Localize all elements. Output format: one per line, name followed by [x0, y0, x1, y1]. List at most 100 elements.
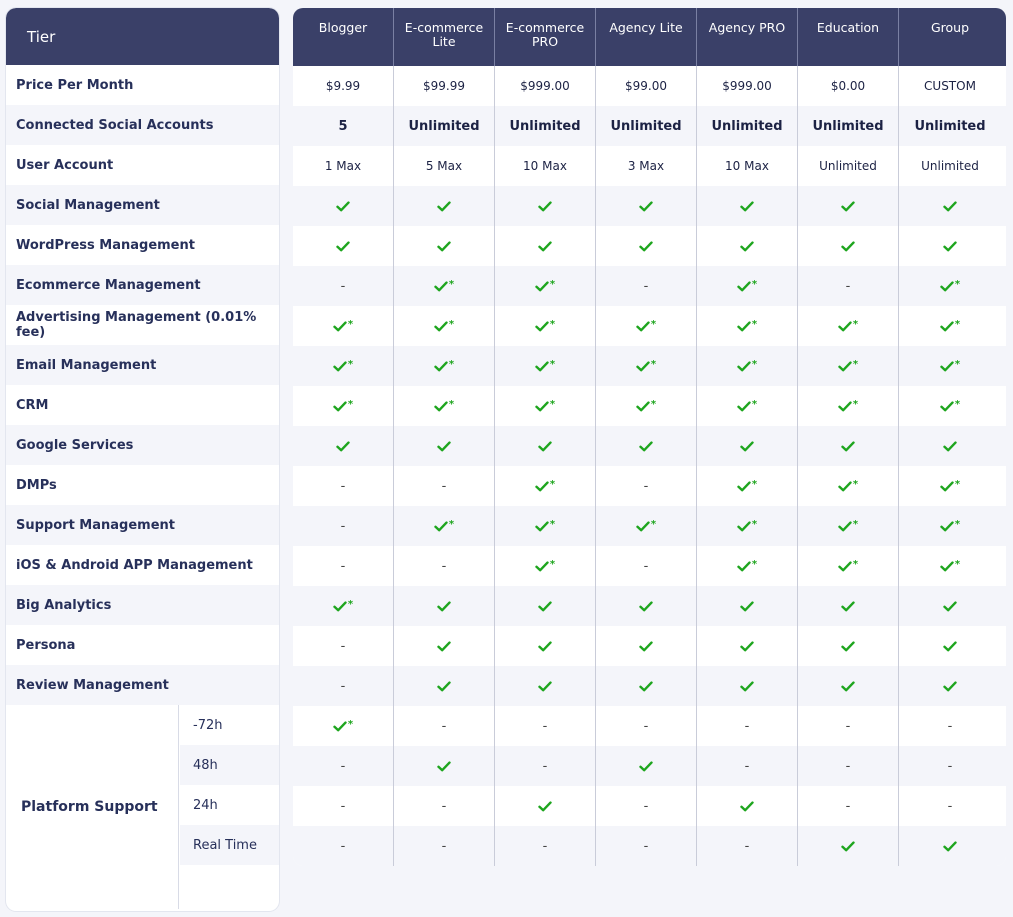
table-cell: -	[596, 466, 697, 506]
check-icon	[336, 440, 350, 452]
check-with-asterisk: *	[434, 359, 454, 372]
table-cell	[495, 586, 596, 626]
table-cell: $999.00	[697, 66, 798, 106]
check-mark	[336, 200, 350, 212]
check-with-asterisk: *	[333, 359, 353, 372]
check-with-asterisk: *	[333, 399, 353, 412]
check-icon	[841, 440, 855, 452]
table-row: 1 Max 5 Max 10 Max 3 Max 10 Max Unlimited Unli…	[293, 146, 1006, 186]
check-icon	[437, 760, 451, 772]
cell-value: Unlimited	[509, 118, 581, 134]
check-mark	[437, 680, 451, 692]
check-icon	[535, 360, 549, 372]
check-with-asterisk: *	[333, 319, 353, 332]
table-cell: *	[697, 506, 798, 546]
check-with-asterisk: *	[535, 478, 556, 492]
table-cell	[394, 226, 495, 266]
check-icon	[841, 240, 855, 252]
table-cell: *	[293, 586, 394, 626]
table-cell: *	[798, 386, 899, 426]
table-cell: *	[394, 306, 495, 346]
check-mark	[943, 680, 957, 692]
asterisk-note: *	[549, 558, 556, 570]
table-cell: *	[495, 266, 596, 306]
check-mark	[336, 440, 350, 452]
feature-label: Review Management	[6, 665, 279, 705]
asterisk-note: *	[852, 518, 859, 530]
dash-not-included: -	[340, 798, 346, 814]
check-with-asterisk: *	[940, 399, 960, 412]
check-with-asterisk: *	[737, 359, 757, 372]
table-cell: *	[293, 386, 394, 426]
column-header-label: Blogger	[318, 20, 368, 35]
check-icon	[943, 680, 957, 692]
cell-value: 10 Max	[725, 159, 769, 173]
check-with-asterisk: *	[838, 479, 858, 492]
table-cell	[899, 826, 1001, 866]
column-header: Agency Lite	[596, 8, 697, 66]
cell-value: Unlimited	[812, 118, 884, 134]
table-cell: *	[798, 546, 899, 586]
table-cell	[798, 186, 899, 226]
table-cell	[697, 626, 798, 666]
table-row: - * * - * - *	[293, 266, 1006, 306]
table-cell	[899, 586, 1001, 626]
table-cell: -	[596, 786, 697, 826]
check-icon	[943, 200, 957, 212]
table-cell: -	[899, 746, 1001, 786]
dash-not-included: -	[340, 278, 346, 294]
table-cell: $0.00	[798, 66, 899, 106]
check-mark	[943, 240, 957, 252]
check-with-asterisk: *	[737, 519, 757, 532]
table-cell: -	[596, 826, 697, 866]
check-icon	[434, 320, 448, 332]
table-row	[293, 226, 1006, 266]
check-mark	[639, 440, 653, 452]
check-icon	[740, 240, 754, 252]
check-mark	[437, 600, 451, 612]
check-icon	[639, 440, 653, 452]
table-cell	[495, 226, 596, 266]
feature-label: Persona	[16, 637, 76, 653]
table-cell	[596, 226, 697, 266]
dash-not-included: -	[643, 278, 649, 294]
table-cell: Unlimited	[596, 106, 697, 146]
table-cell: *	[899, 466, 1001, 506]
check-mark	[841, 240, 855, 252]
check-with-asterisk: *	[636, 319, 656, 332]
check-with-asterisk: *	[838, 559, 858, 572]
check-icon	[940, 360, 954, 372]
asterisk-note: *	[549, 278, 556, 290]
check-icon	[943, 440, 957, 452]
column-header: E-commerce Lite	[394, 8, 495, 66]
cell-value: 5	[338, 118, 348, 134]
table-cell: -	[293, 826, 394, 866]
check-with-asterisk: *	[434, 399, 454, 412]
table-cell	[798, 586, 899, 626]
table-cell: 3 Max	[596, 146, 697, 186]
table-row: -----	[293, 826, 1006, 866]
table-cell: *	[697, 466, 798, 506]
dash-not-included: -	[643, 838, 649, 854]
dash-not-included: -	[340, 478, 346, 494]
table-cell: -	[293, 626, 394, 666]
table-cell: *	[697, 546, 798, 586]
table-cell: $99.99	[394, 66, 495, 106]
table-cell: -	[495, 746, 596, 786]
table-cell	[697, 186, 798, 226]
check-mark	[538, 680, 552, 692]
check-icon	[639, 760, 653, 772]
check-mark	[740, 680, 754, 692]
asterisk-note: *	[954, 318, 961, 330]
asterisk-note: *	[549, 478, 556, 490]
check-icon	[841, 200, 855, 212]
platform-support-option: Real Time	[180, 825, 279, 865]
table-cell	[495, 426, 596, 466]
dash-not-included: -	[643, 478, 649, 494]
check-icon	[838, 480, 852, 492]
check-mark	[841, 840, 855, 852]
check-with-asterisk: *	[535, 519, 555, 532]
feature-label: Price Per Month	[16, 77, 134, 93]
table-cell	[293, 426, 394, 466]
table-row: $9.99 $99.99 $999.00 $99.00 $999.00 $0.00 CUST…	[293, 66, 1006, 106]
